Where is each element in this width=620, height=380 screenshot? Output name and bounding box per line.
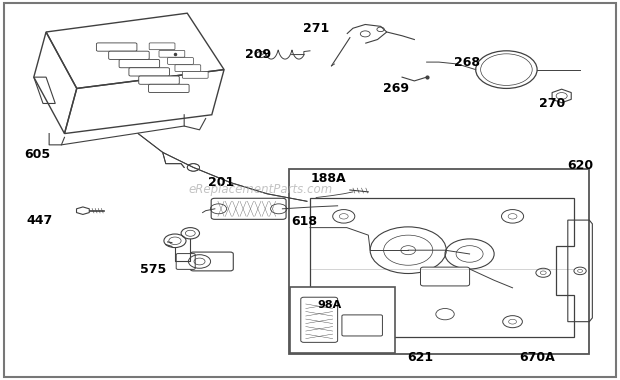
Text: eReplacementParts.com: eReplacementParts.com bbox=[188, 184, 333, 196]
Text: 201: 201 bbox=[208, 176, 234, 189]
FancyBboxPatch shape bbox=[119, 59, 159, 68]
FancyBboxPatch shape bbox=[190, 252, 233, 271]
FancyBboxPatch shape bbox=[342, 315, 383, 336]
Text: 620: 620 bbox=[567, 159, 593, 172]
FancyBboxPatch shape bbox=[301, 297, 338, 342]
FancyBboxPatch shape bbox=[96, 43, 137, 51]
FancyBboxPatch shape bbox=[159, 51, 185, 57]
FancyBboxPatch shape bbox=[175, 65, 201, 71]
Text: 605: 605 bbox=[24, 148, 50, 161]
Text: 575: 575 bbox=[140, 263, 167, 276]
Text: 270: 270 bbox=[539, 97, 565, 110]
Text: 621: 621 bbox=[407, 351, 433, 364]
FancyBboxPatch shape bbox=[290, 287, 395, 353]
FancyBboxPatch shape bbox=[176, 253, 195, 269]
Text: 188A: 188A bbox=[311, 172, 346, 185]
Text: 209: 209 bbox=[245, 48, 271, 61]
FancyBboxPatch shape bbox=[420, 267, 469, 286]
Text: 98A: 98A bbox=[317, 300, 342, 310]
FancyBboxPatch shape bbox=[288, 169, 589, 354]
FancyBboxPatch shape bbox=[108, 51, 149, 59]
FancyBboxPatch shape bbox=[182, 71, 208, 78]
Text: 271: 271 bbox=[303, 22, 329, 35]
Text: 268: 268 bbox=[453, 55, 479, 69]
FancyBboxPatch shape bbox=[211, 198, 286, 219]
FancyBboxPatch shape bbox=[149, 43, 175, 50]
FancyBboxPatch shape bbox=[129, 68, 169, 76]
FancyBboxPatch shape bbox=[149, 84, 189, 93]
Text: 618: 618 bbox=[291, 215, 317, 228]
FancyBboxPatch shape bbox=[167, 58, 193, 64]
Text: 269: 269 bbox=[383, 82, 409, 95]
Text: 670A: 670A bbox=[519, 351, 555, 364]
FancyBboxPatch shape bbox=[139, 76, 179, 84]
Text: 447: 447 bbox=[27, 214, 53, 226]
